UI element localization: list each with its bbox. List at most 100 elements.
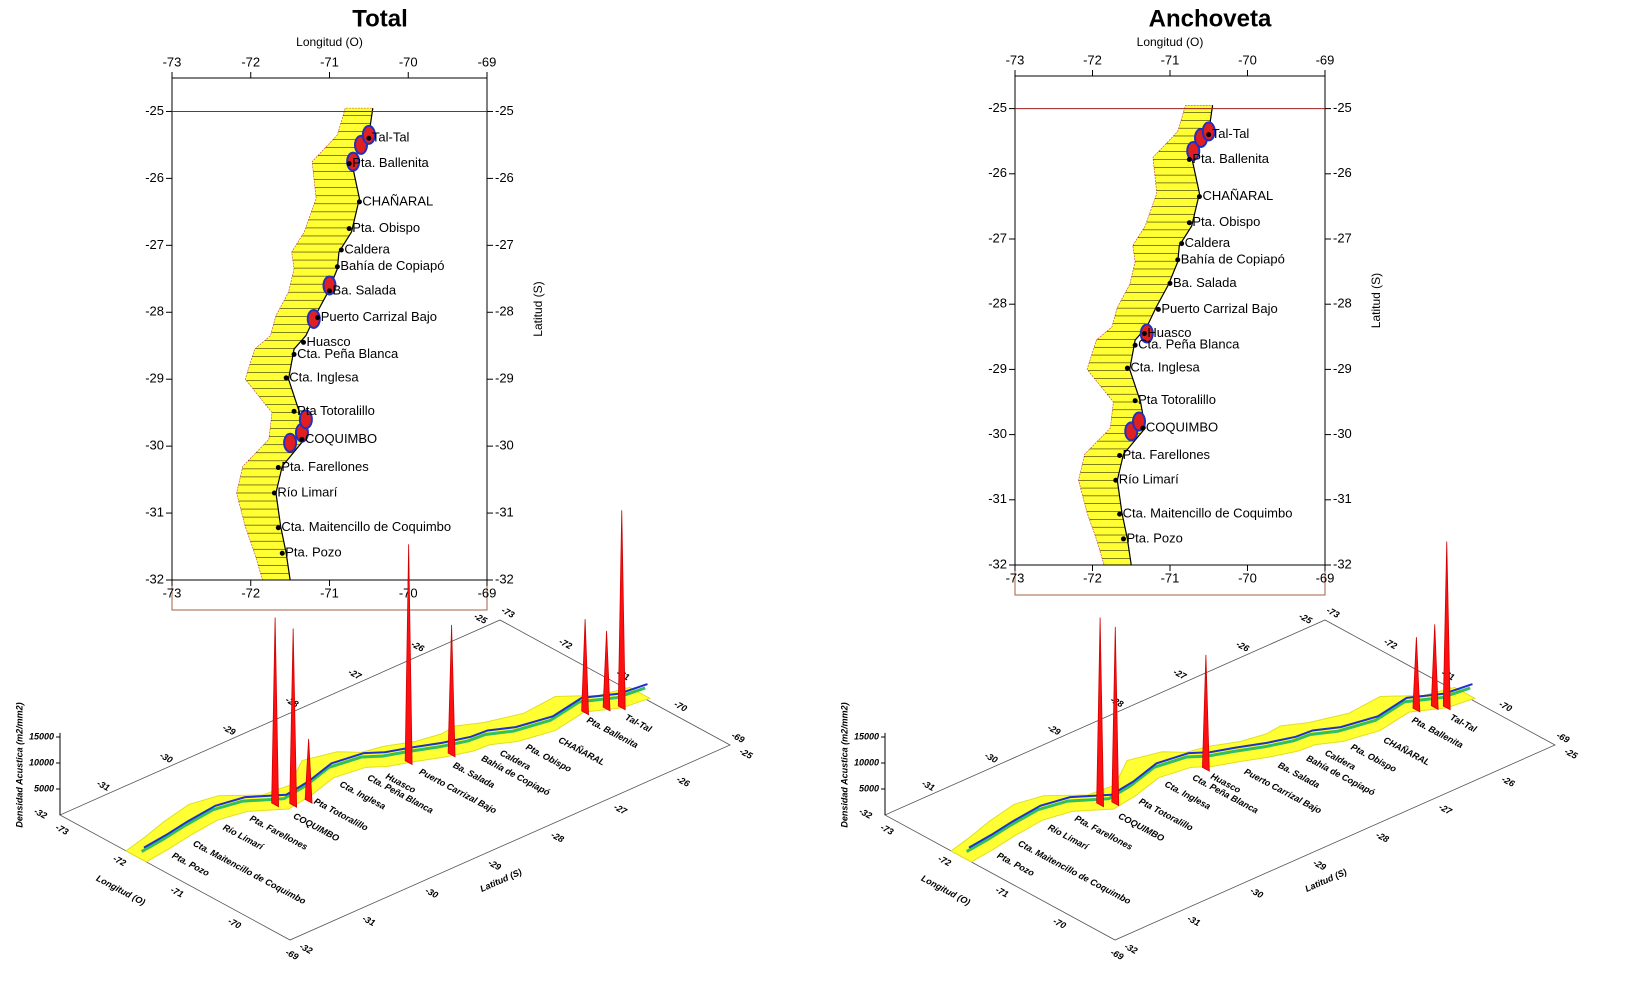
place-dot <box>1167 280 1173 286</box>
place-dot <box>1196 194 1202 200</box>
place-dot <box>275 525 281 531</box>
y-tick-label: -28 <box>145 304 164 319</box>
x3-tick-label: -73 <box>54 822 70 837</box>
place-dot <box>1141 331 1147 337</box>
x-tick-label: -69 <box>1316 570 1335 585</box>
x3-tick-label: -72 <box>111 853 127 868</box>
place-dot <box>327 288 332 294</box>
y-axis-title: Latitud (S) <box>531 281 545 336</box>
y-tick-label: -31 <box>145 505 164 520</box>
place-label: Ba. Salada <box>1173 275 1237 290</box>
place-dot <box>1175 257 1181 263</box>
place-dot <box>1117 511 1123 517</box>
y3-tick-label: -26 <box>675 774 692 789</box>
y3-tick-label: -25 <box>738 746 755 761</box>
x3-tick-label: -72 <box>1382 636 1398 651</box>
hot-spot <box>1201 121 1216 142</box>
y3-axis-title: Latitud (S) <box>1304 867 1349 894</box>
z-tick-label: 15000 <box>854 731 879 741</box>
z-axis-title: Densidad Acustica (m2/mm2) <box>14 702 24 827</box>
y-tick-label: -32 <box>495 571 514 586</box>
hot-spot <box>283 432 298 453</box>
x3-tick-label: -70 <box>1051 916 1067 931</box>
y3-tick-label: -31 <box>361 913 377 928</box>
place-dot <box>366 135 372 141</box>
y3-tick-label: -32 <box>857 806 873 821</box>
y-tick-label: -26 <box>495 170 514 185</box>
y3-tick-label: -29 <box>1312 857 1328 872</box>
place-dot <box>299 436 305 442</box>
y3-tick-label: -27 <box>612 802 629 817</box>
density-peak <box>617 510 626 711</box>
z-tick-label: 10000 <box>854 757 879 767</box>
x-tick-label: -72 <box>241 54 260 69</box>
place-dot <box>338 247 344 253</box>
place-label-3d: Pta. Pozo <box>995 850 1036 878</box>
x-tick-label: -69 <box>1316 52 1335 67</box>
y3-tick-label: -28 <box>1374 830 1390 845</box>
y-tick-label: -27 <box>988 230 1007 245</box>
place-dot <box>1155 306 1161 312</box>
place-label: Pta. Obispo <box>352 220 420 235</box>
x-tick-label: -72 <box>241 585 260 600</box>
place-dot <box>1186 220 1192 226</box>
place-dot <box>291 408 297 414</box>
y-tick-label: -31 <box>495 505 514 520</box>
place-label: Tal-Tal <box>1212 126 1250 141</box>
density-peak <box>271 617 279 808</box>
z-tick-label: 5000 <box>859 783 879 793</box>
y-tick-label: -29 <box>495 371 514 386</box>
density-peak <box>1430 624 1439 711</box>
y-tick-label: -26 <box>988 165 1007 180</box>
place-label: CHAÑARAL <box>362 193 433 208</box>
y3-tick-label: -27 <box>347 667 364 682</box>
y-tick-label: -26 <box>1333 165 1352 180</box>
y-tick-label: -27 <box>495 237 514 252</box>
y3-tick-label: -25 <box>1297 611 1314 626</box>
place-label: Cta. Peña Blanca <box>1138 337 1240 352</box>
y3-tick-label: -28 <box>549 830 565 845</box>
x-tick-label: -72 <box>1083 52 1102 67</box>
density-peak <box>1442 541 1451 711</box>
place-dot <box>1179 241 1185 247</box>
z-tick-label: 5000 <box>34 783 54 793</box>
place-label: Pta. Ballenita <box>352 155 429 170</box>
y-tick-label: -32 <box>988 556 1007 571</box>
panel-title: Anchoveta <box>1149 5 1272 32</box>
density-peak <box>1096 617 1104 808</box>
y-tick-label: -31 <box>988 491 1007 506</box>
place-dot <box>1113 477 1119 483</box>
y-tick-label: -28 <box>988 296 1007 311</box>
density-peak <box>1412 637 1421 713</box>
x-tick-label: -73 <box>1006 570 1025 585</box>
y3-tick-label: -32 <box>1123 941 1139 956</box>
y3-tick-label: -30 <box>983 750 999 765</box>
place-label: COQUIMBO <box>1146 420 1218 435</box>
x-tick-label: -71 <box>1161 570 1180 585</box>
density-peak <box>1111 626 1120 807</box>
density-peak <box>602 630 611 712</box>
density-peak <box>304 738 313 804</box>
place-label: Pta. Farellones <box>281 459 369 474</box>
hot-spot <box>346 151 361 172</box>
y-tick-label: -28 <box>495 304 514 319</box>
place-dot <box>1117 452 1123 458</box>
x3-tick-label: -70 <box>672 699 688 714</box>
place-label-3d: Tal-Tal <box>1448 712 1478 734</box>
x3-tick-label: -72 <box>936 853 952 868</box>
y3-tick-label: -29 <box>487 857 503 872</box>
surface-green <box>140 686 646 853</box>
y3-tick-label: -26 <box>410 639 427 654</box>
x-tick-label: -70 <box>1238 52 1257 67</box>
place-label: Huasco <box>307 334 351 349</box>
y3-tick-label: -29 <box>221 722 237 737</box>
density-peak <box>447 624 456 758</box>
place-label-3d: Tal-Tal <box>623 712 653 734</box>
z-tick-label: 15000 <box>29 731 54 741</box>
place-label: Pta. Pozo <box>1127 530 1183 545</box>
place-label: Tal-Tal <box>372 130 410 145</box>
x3-axis-title: Longitud (O) <box>920 873 972 907</box>
x3-tick-label: -70 <box>1497 699 1513 714</box>
y-tick-label: -30 <box>988 426 1007 441</box>
